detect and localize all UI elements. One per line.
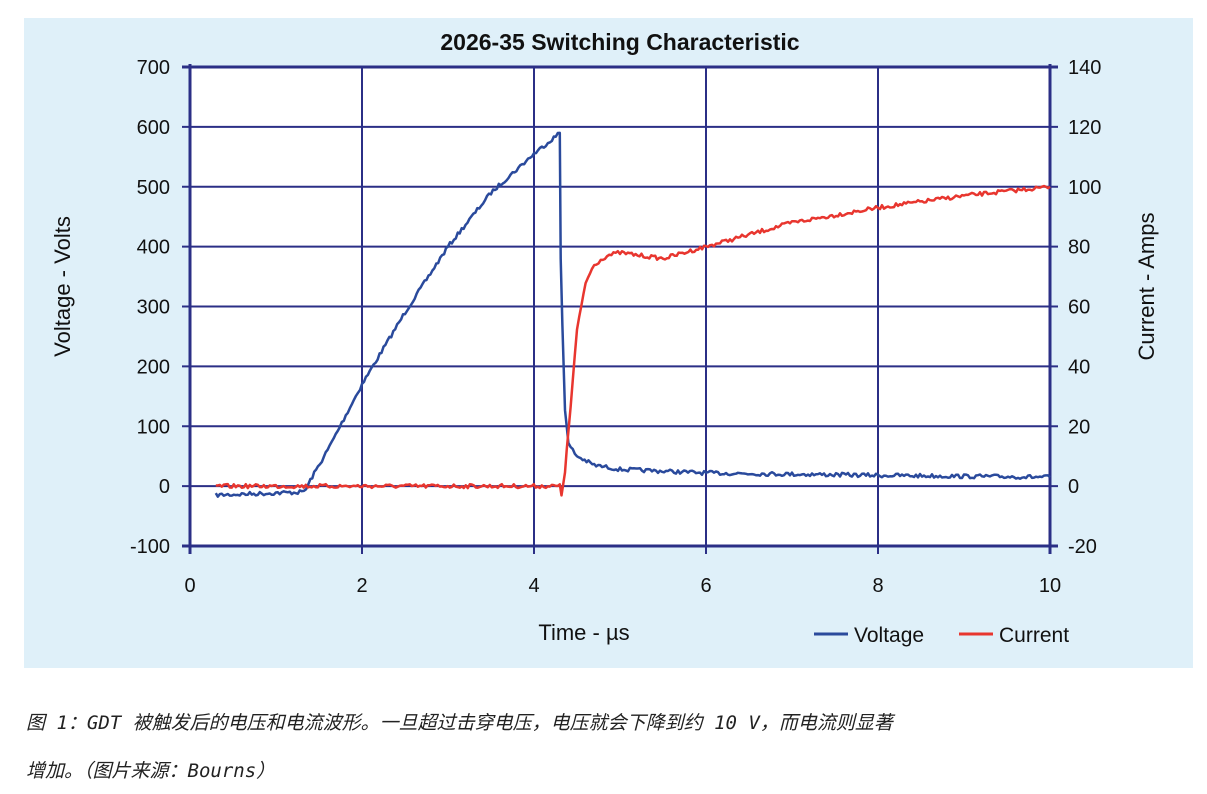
y-tick-label: 200 (137, 356, 170, 378)
y-tick-label: 600 (137, 117, 170, 139)
series-line-current (215, 184, 1051, 497)
series-line-voltage (214, 131, 1051, 498)
y-tick-label: 700 (137, 57, 170, 79)
y2-tick-label: 20 (1068, 416, 1090, 438)
y-tick-label: 400 (137, 237, 170, 259)
x-tick-label: 0 (184, 575, 195, 597)
y-tick-label: 0 (159, 476, 170, 498)
y2-tick-label: 60 (1068, 297, 1090, 319)
y2-tick-label: 100 (1068, 177, 1101, 199)
x-tick-label: 6 (700, 575, 711, 597)
legend-label-voltage: Voltage (854, 624, 924, 647)
chart-title: 2026-35 Switching Characteristic (440, 29, 799, 55)
y2-tick-label: 140 (1068, 57, 1101, 79)
figure-caption-line2: 增加。（图片来源：Bourns） (26, 760, 276, 782)
x-tick-label: 10 (1039, 575, 1061, 597)
y2-tick-label: 80 (1068, 237, 1090, 259)
x-tick-label: 8 (872, 575, 883, 597)
y2-tick-label: 0 (1068, 476, 1079, 498)
y2-tick-label: 120 (1068, 117, 1101, 139)
y2-tick-label: 40 (1068, 356, 1090, 378)
y-tick-label: 500 (137, 177, 170, 199)
x-tick-label: 2 (356, 575, 367, 597)
y-tick-label: 100 (137, 416, 170, 438)
legend-label-current: Current (999, 624, 1069, 647)
x-tick-label: 4 (528, 575, 539, 597)
y2-axis-label: Current - Amps (1134, 213, 1159, 361)
y-axis-label: Voltage - Volts (50, 216, 75, 357)
figure-caption-line1: 图 1：GDT 被触发后的电压和电流波形。一旦超过击穿电压，电压就会下降到约 1… (26, 712, 893, 734)
y-tick-label: -100 (130, 536, 170, 558)
y2-tick-label: -20 (1068, 536, 1097, 558)
x-axis-label: Time - µs (538, 620, 629, 645)
chart-panel: -100 -20 0 0 100 20 200 40 300 60 400 80 500 100 600 12… (24, 18, 1193, 668)
y-tick-label: 300 (137, 297, 170, 319)
